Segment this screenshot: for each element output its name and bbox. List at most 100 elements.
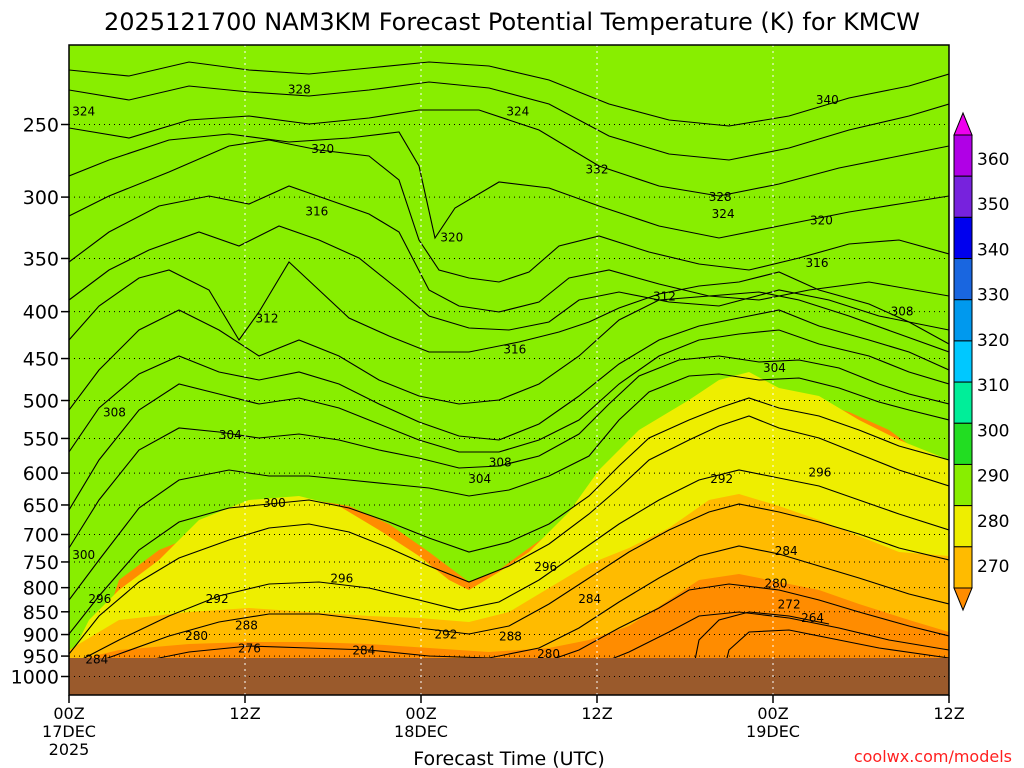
contour-label: 324: [72, 105, 95, 119]
contour-label: 264: [801, 611, 824, 625]
colorbar-label: 350: [977, 195, 1009, 215]
contour-label: 284: [85, 652, 108, 666]
plot-area: [69, 45, 949, 695]
contour-line: [69, 373, 949, 601]
colorbar-label: 290: [977, 467, 1009, 487]
colorbar-segment: [953, 463, 973, 507]
contour-line: [69, 261, 949, 353]
y-tick-label: 400: [23, 302, 59, 324]
contour-label: 320: [440, 230, 463, 244]
y-tick-label: 800: [23, 578, 59, 600]
y-tick-label: 250: [23, 115, 59, 137]
temperature-band: [69, 45, 949, 695]
colorbar: 270 280 290 300 310 320 330 340 350 360: [953, 111, 1009, 612]
contour-label: 284: [775, 544, 798, 558]
contour-label: 276: [238, 641, 261, 655]
contour-label: 284: [352, 644, 375, 658]
y-tick-label: 900: [23, 625, 59, 647]
contour-label: 308: [891, 305, 914, 319]
contour-label: 324: [506, 105, 529, 119]
y-tick-label: 650: [23, 495, 59, 517]
contour-label: 316: [806, 256, 829, 270]
y-tick-label: 600: [23, 463, 59, 485]
contour-label: 304: [219, 428, 242, 442]
contour-label: 308: [103, 405, 126, 419]
contour-line: [69, 81, 949, 161]
contour-label: 328: [288, 83, 311, 97]
contour-label: 296: [330, 572, 353, 586]
contour-line: [69, 309, 949, 453]
credit-text: coolwx.com/models: [854, 747, 1012, 766]
contour-line: [69, 139, 949, 283]
colorbar-segment: [953, 258, 973, 301]
y-tick-label: 300: [23, 187, 59, 209]
contour-line: [69, 469, 949, 667]
x-tick-label: 00Z: [405, 704, 436, 723]
contour-label: 300: [263, 496, 286, 510]
contour-label: 300: [72, 548, 95, 562]
colorbar-label: 270: [977, 557, 1009, 577]
contour-label: 288: [235, 619, 258, 633]
x-tick-label: 12Z: [933, 704, 964, 723]
y-tick-label: 550: [23, 428, 59, 450]
contour-label: 340: [816, 93, 839, 107]
y-tick-label: 1000: [11, 667, 59, 689]
colorbar-segment: [953, 134, 973, 177]
contour-label: 320: [810, 213, 833, 227]
contour-labels: 324 328 320 316 324 332 340 320 328 324 320 316 312 3…: [72, 83, 913, 667]
contour-label: 332: [586, 163, 609, 177]
contour-label: 280: [764, 577, 787, 591]
x-tick-date: 18DEC: [394, 722, 448, 741]
x-axis-label: Forecast Time (UTC): [413, 748, 604, 768]
colorbar-label: 320: [977, 331, 1009, 351]
contour-line: [69, 329, 949, 511]
contour-label: 304: [763, 361, 786, 375]
contour-line: [69, 291, 949, 411]
colorbar-segment: [953, 505, 973, 548]
colorbar-label: 300: [977, 421, 1009, 441]
colorbar-label: 310: [977, 376, 1009, 396]
contour-line: [69, 545, 949, 679]
temperature-bands: [69, 45, 949, 695]
colorbar-segment: [953, 381, 973, 424]
contour-line: [69, 225, 949, 331]
contour-label: 308: [489, 455, 512, 469]
plot-frame: [68, 44, 950, 696]
contour-line: [69, 355, 949, 549]
contour-line: [69, 415, 949, 655]
contour-line: [69, 397, 949, 635]
x-tick-date: 17DEC: [42, 722, 96, 741]
colorbar-segment: [953, 216, 973, 260]
contour-line: [688, 611, 830, 691]
contour-line: [69, 185, 949, 313]
contour-label: 312: [653, 289, 676, 303]
y-tick-label: 500: [23, 391, 59, 413]
contour-label: 312: [256, 312, 279, 326]
colorbar-arrow-top: [953, 111, 973, 136]
x-tick-label: 12Z: [229, 704, 260, 723]
colorbar-segment: [953, 422, 973, 465]
colorbar-arrow-bottom: [953, 587, 973, 612]
y-tick-label: 950: [23, 646, 59, 668]
x-tick-date: 19DEC: [746, 722, 800, 741]
colorbar-label: 280: [977, 512, 1009, 532]
colorbar-segment: [953, 546, 973, 589]
y-tick-label: 700: [23, 524, 59, 546]
contour-line: [69, 61, 949, 127]
contour-line: [69, 503, 949, 673]
colorbar-segment: [953, 340, 973, 383]
contour-label: 328: [709, 190, 732, 204]
colorbar-label: 330: [977, 286, 1009, 306]
contour-label: 296: [534, 560, 557, 574]
contour-label: 292: [206, 592, 229, 606]
contour-label: 292: [710, 472, 733, 486]
y-tick-label: 750: [23, 552, 59, 574]
contour-label: 280: [537, 647, 560, 661]
colorbar-label: 360: [977, 150, 1009, 170]
colorbar-segment: [953, 299, 973, 342]
grid-lines: [69, 45, 949, 695]
y-tick-label: 350: [23, 248, 59, 270]
contour-label: 292: [434, 628, 457, 642]
contour-label: 288: [499, 629, 522, 643]
contour-line: [718, 629, 949, 691]
